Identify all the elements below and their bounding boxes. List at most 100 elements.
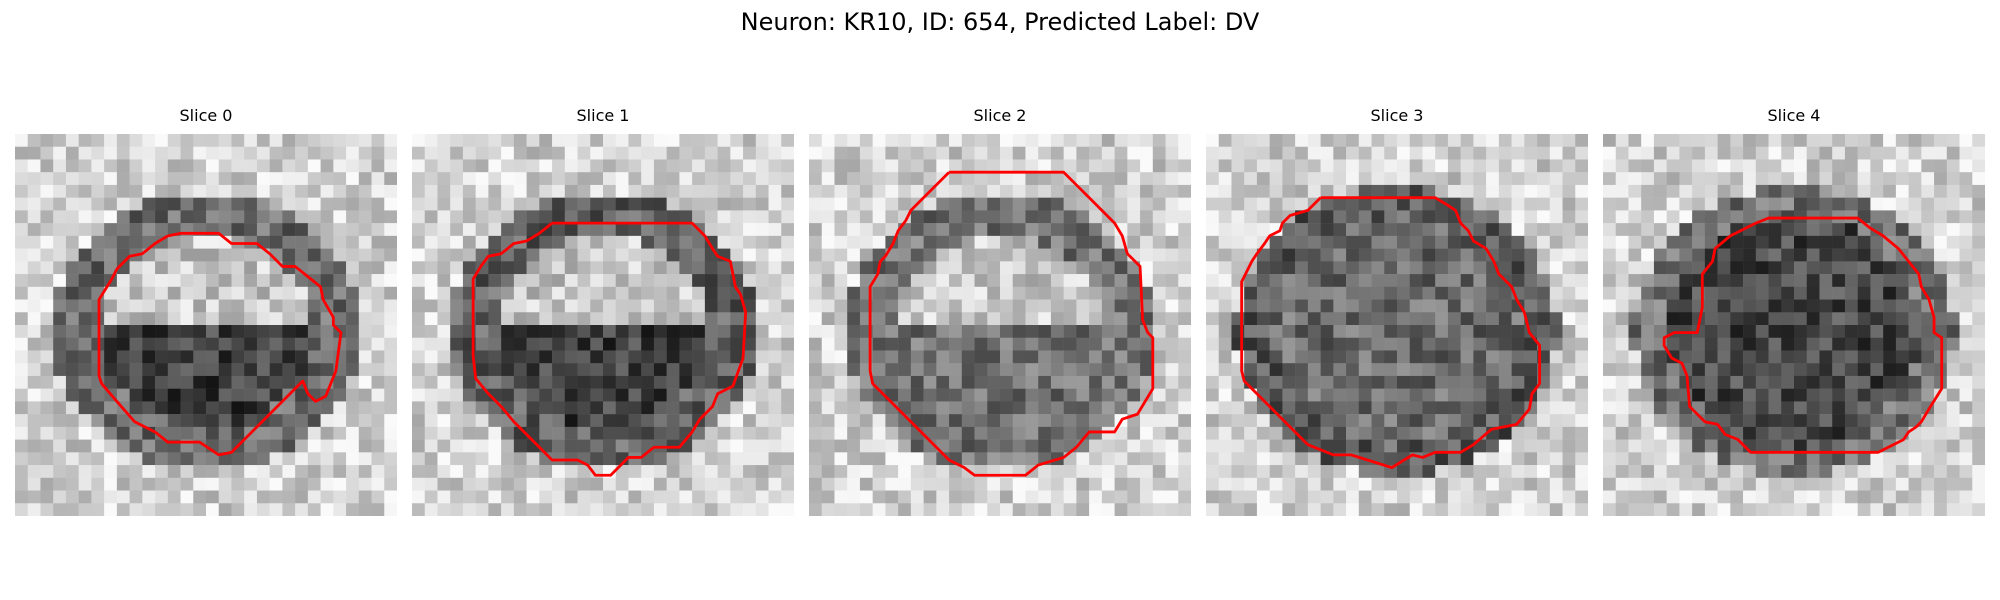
pixel [1896, 300, 1909, 313]
pixel [1550, 491, 1563, 504]
pixel [936, 401, 949, 414]
pixel [924, 389, 937, 402]
pixel [1616, 414, 1629, 427]
pixel [1858, 210, 1871, 223]
pixel [1972, 338, 1985, 351]
pixel [53, 236, 66, 249]
pixel [539, 198, 552, 211]
pixel [501, 261, 514, 274]
pixel [603, 427, 616, 440]
pixel [1435, 147, 1448, 160]
pixel [654, 172, 667, 185]
pixel [603, 134, 616, 147]
pixel [1743, 236, 1756, 249]
pixel [1178, 503, 1191, 516]
pixel [834, 338, 847, 351]
pixel [603, 261, 616, 274]
pixel [1089, 312, 1102, 325]
pixel [1461, 503, 1474, 516]
pixel [1384, 172, 1397, 185]
pixel [1359, 210, 1372, 223]
pixel [679, 414, 692, 427]
pixel [1127, 478, 1140, 491]
pixel [667, 147, 680, 160]
pixel [1025, 363, 1038, 376]
pixel [1038, 223, 1051, 236]
pixel [1244, 440, 1257, 453]
pixel [28, 338, 41, 351]
pixel [692, 300, 705, 313]
pixel [1397, 159, 1410, 172]
pixel [654, 287, 667, 300]
pixel [1769, 223, 1782, 236]
pixel [476, 401, 489, 414]
pixel [1013, 325, 1026, 338]
pixel [924, 401, 937, 414]
pixel [142, 503, 155, 516]
pixel [578, 300, 591, 313]
pixel [1794, 274, 1807, 287]
pixel [936, 338, 949, 351]
pixel [641, 427, 654, 440]
pixel [1896, 389, 1909, 402]
pixel [346, 503, 359, 516]
pixel [718, 300, 731, 313]
pixel [822, 185, 835, 198]
pixel [1921, 236, 1934, 249]
pixel [1654, 440, 1667, 453]
pixel [885, 159, 898, 172]
pixel [257, 338, 270, 351]
pixel [1231, 478, 1244, 491]
pixel [142, 338, 155, 351]
pixel [1089, 401, 1102, 414]
pixel [53, 325, 66, 338]
pixel [527, 452, 540, 465]
pixel [79, 198, 92, 211]
pixel [769, 503, 782, 516]
pixel [565, 478, 578, 491]
pixel [1308, 185, 1321, 198]
pixel [193, 414, 206, 427]
pixel [924, 376, 937, 389]
pixel [1422, 261, 1435, 274]
pixel [1960, 350, 1973, 363]
pixel [346, 440, 359, 453]
pixel [79, 503, 92, 516]
pixel [1730, 503, 1743, 516]
pixel [15, 274, 28, 287]
pixel [1219, 261, 1232, 274]
pixel [756, 401, 769, 414]
pixel [860, 210, 873, 223]
pixel [1076, 401, 1089, 414]
pixel [1127, 287, 1140, 300]
pixel [193, 491, 206, 504]
pixel [257, 287, 270, 300]
pixel [270, 172, 283, 185]
pixel [987, 210, 1000, 223]
pixel [1819, 198, 1832, 211]
pixel [346, 427, 359, 440]
pixel [79, 452, 92, 465]
pixel [730, 478, 743, 491]
slice-title: Slice 0 [15, 105, 397, 127]
pixel [1140, 198, 1153, 211]
pixel [781, 363, 794, 376]
pixel [104, 478, 117, 491]
pixel [450, 198, 463, 211]
pixel [1563, 491, 1576, 504]
pixel [206, 261, 219, 274]
pixel [822, 198, 835, 211]
pixel [565, 389, 578, 402]
pixel [936, 414, 949, 427]
pixel [1486, 363, 1499, 376]
pixel [437, 414, 450, 427]
pixel [66, 312, 79, 325]
pixel [1934, 287, 1947, 300]
pixel [936, 236, 949, 249]
pixel [718, 363, 731, 376]
pixel [40, 185, 53, 198]
pixel [987, 274, 1000, 287]
pixel [1422, 274, 1435, 287]
pixel [1140, 452, 1153, 465]
pixel [552, 223, 565, 236]
